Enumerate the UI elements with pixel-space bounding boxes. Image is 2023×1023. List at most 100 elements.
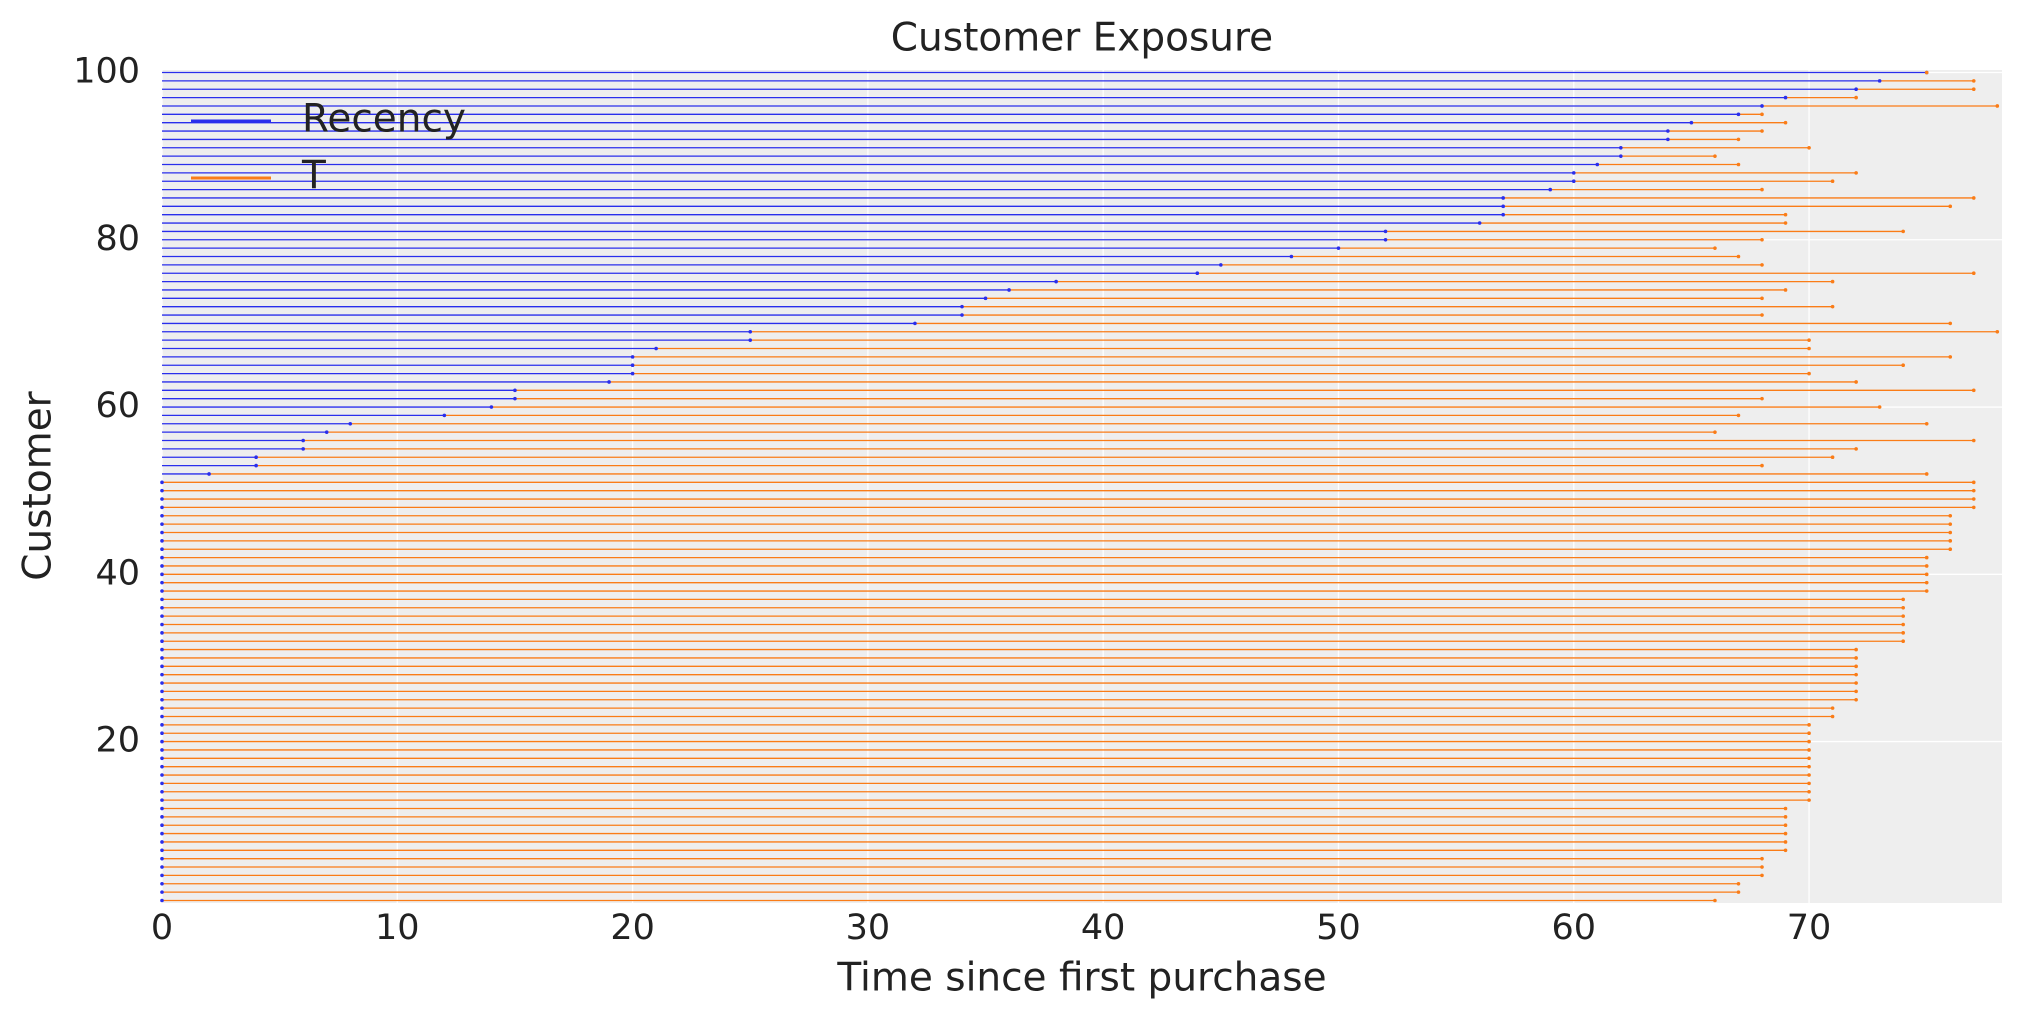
t-dot [1924, 572, 1929, 577]
t-dot [1807, 338, 1811, 342]
recency-dot [1619, 145, 1623, 150]
t-dot [1877, 405, 1882, 409]
t-dot [1854, 689, 1858, 694]
recency-dot [748, 329, 753, 334]
recency-dot [1007, 288, 1011, 292]
recency-dot [160, 756, 164, 761]
recency-dot [160, 555, 164, 560]
recency-dot [160, 522, 164, 526]
t-dot [1760, 187, 1764, 192]
t-dot [1971, 480, 1976, 485]
recency-dot [160, 739, 164, 744]
legend-label: T [301, 154, 326, 199]
recency-dot [160, 823, 164, 828]
legend-label: Recency [302, 97, 466, 142]
t-dot [1901, 639, 1905, 644]
t-dot [1854, 656, 1858, 660]
t-dot [1807, 723, 1811, 727]
legend: Recency T [191, 97, 466, 199]
recency-dot [1195, 271, 1200, 276]
recency-dot [513, 388, 517, 393]
recency-dot [442, 413, 447, 418]
t-dot [1901, 597, 1905, 602]
t-dot [1713, 430, 1717, 434]
t-dot [1807, 731, 1811, 736]
recency-dot [748, 338, 753, 342]
recency-dot [160, 764, 164, 769]
t-dot [1924, 70, 1929, 75]
t-dot [1807, 739, 1811, 744]
t-dot [1901, 363, 1905, 368]
recency-dot [913, 321, 917, 326]
t-dot [1924, 555, 1929, 560]
recency-dot [160, 748, 164, 752]
recency-dot [160, 890, 164, 894]
recency-dot [1760, 104, 1764, 108]
recency-dot [160, 605, 164, 610]
t-dot [1901, 622, 1905, 627]
recency-dot [654, 346, 658, 351]
t-dot [1971, 505, 1976, 510]
recency-dot [160, 647, 164, 652]
y-axis-label: Customer [16, 390, 61, 580]
recency-dot [324, 430, 329, 434]
t-dot [1807, 789, 1811, 794]
recency-dot [1501, 212, 1505, 217]
y-tick-label: 100 [73, 52, 140, 92]
recency-dot [160, 488, 164, 493]
x-tick-label: 70 [1787, 908, 1832, 948]
t-dot [1783, 840, 1788, 844]
t-dot [1854, 672, 1858, 677]
recency-dot [1548, 187, 1553, 192]
t-dot [1760, 463, 1764, 468]
recency-dot [160, 664, 164, 669]
t-dot [1760, 865, 1764, 869]
recency-dot [160, 840, 164, 844]
t-dot [1995, 329, 2000, 334]
recency-dot [1666, 129, 1670, 133]
recency-dot [160, 831, 164, 836]
recency-dot [1289, 254, 1294, 259]
recency-dot [1619, 154, 1623, 158]
recency-dot [160, 856, 164, 861]
t-dot [1854, 447, 1858, 451]
t-dot [1854, 664, 1858, 669]
t-dot [1948, 513, 1953, 518]
t-dot [1807, 756, 1811, 761]
t-dot [1995, 104, 2000, 108]
t-dot [1971, 488, 1976, 493]
recency-dot [160, 505, 164, 510]
t-dot [1807, 748, 1811, 752]
t-dot [1971, 438, 1976, 443]
t-dot [1713, 898, 1717, 903]
recency-dot [630, 363, 635, 368]
t-dot [1971, 388, 1976, 393]
t-dot [1924, 589, 1929, 593]
t-dot [1854, 380, 1858, 384]
t-dot [1948, 355, 1953, 359]
y-tick-label: 60 [95, 386, 140, 426]
recency-dot [160, 689, 164, 694]
recency-dot [160, 580, 164, 585]
recency-dot [160, 639, 164, 644]
recency-dot [160, 589, 164, 593]
t-dot [1713, 154, 1717, 158]
x-tick-label: 0 [151, 908, 173, 948]
recency-dot [160, 572, 164, 577]
t-dot [1830, 304, 1835, 309]
recency-dot [1571, 179, 1576, 184]
t-dot [1807, 371, 1811, 376]
x-tick-label: 10 [375, 908, 420, 948]
recency-dot [160, 815, 164, 819]
t-dot [1854, 697, 1858, 702]
recency-dot [630, 355, 635, 359]
recency-dot [1595, 162, 1600, 167]
t-dot [1948, 204, 1953, 209]
x-tick-label: 50 [1316, 908, 1361, 948]
t-dot [1971, 79, 1976, 83]
recency-dot [1219, 263, 1223, 267]
recency-dot [160, 530, 164, 535]
recency-dot [160, 806, 164, 811]
t-dot [1854, 95, 1858, 100]
